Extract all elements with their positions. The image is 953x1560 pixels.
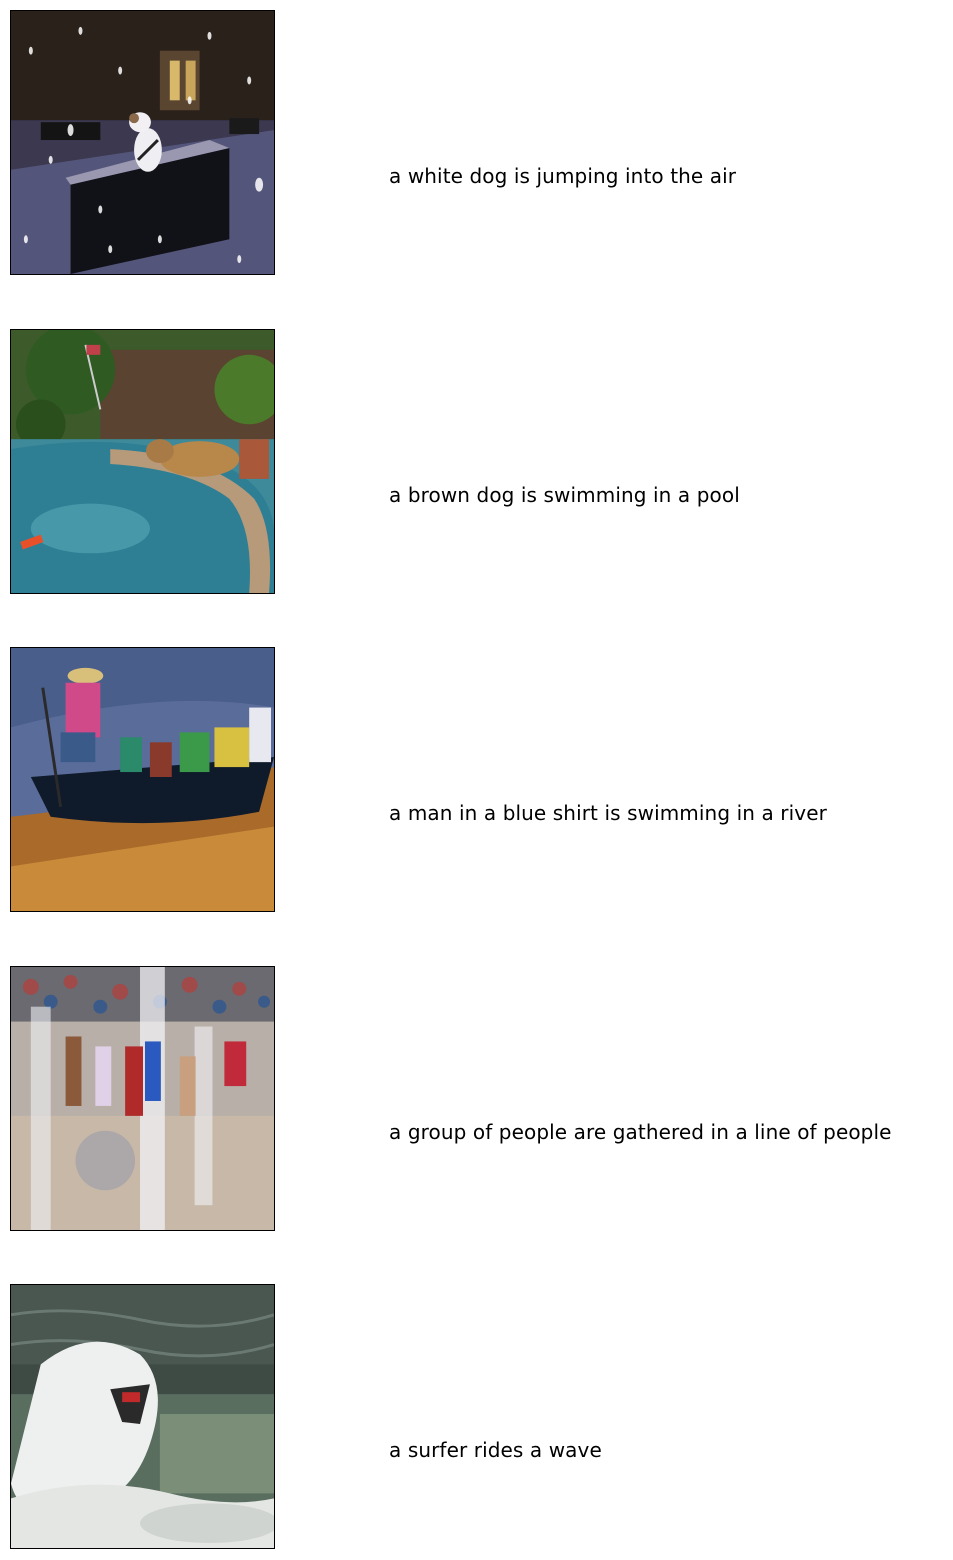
result-row: a white dog is jumping into the air (0, 10, 953, 276)
caption-text: a surfer rides a wave (389, 1438, 602, 1462)
result-row: a brown dog is swimming in a pool (0, 329, 953, 595)
caption-text: a man in a blue shirt is swimming in a r… (389, 801, 827, 825)
result-row: a group of people are gathered in a line… (0, 966, 953, 1232)
caption-text: a white dog is jumping into the air (389, 164, 737, 188)
photo-surfer-on-wave (10, 1284, 275, 1549)
result-row: a surfer rides a wave (0, 1284, 953, 1550)
photo-children-in-fountain (10, 966, 275, 1231)
photo-dog-in-snow (10, 10, 275, 275)
result-row: a man in a blue shirt is swimming in a r… (0, 647, 953, 913)
photo-boat-on-river (10, 647, 275, 912)
photo-dog-in-pool (10, 329, 275, 594)
caption-text: a brown dog is swimming in a pool (389, 483, 740, 507)
caption-text: a group of people are gathered in a line… (389, 1120, 892, 1144)
